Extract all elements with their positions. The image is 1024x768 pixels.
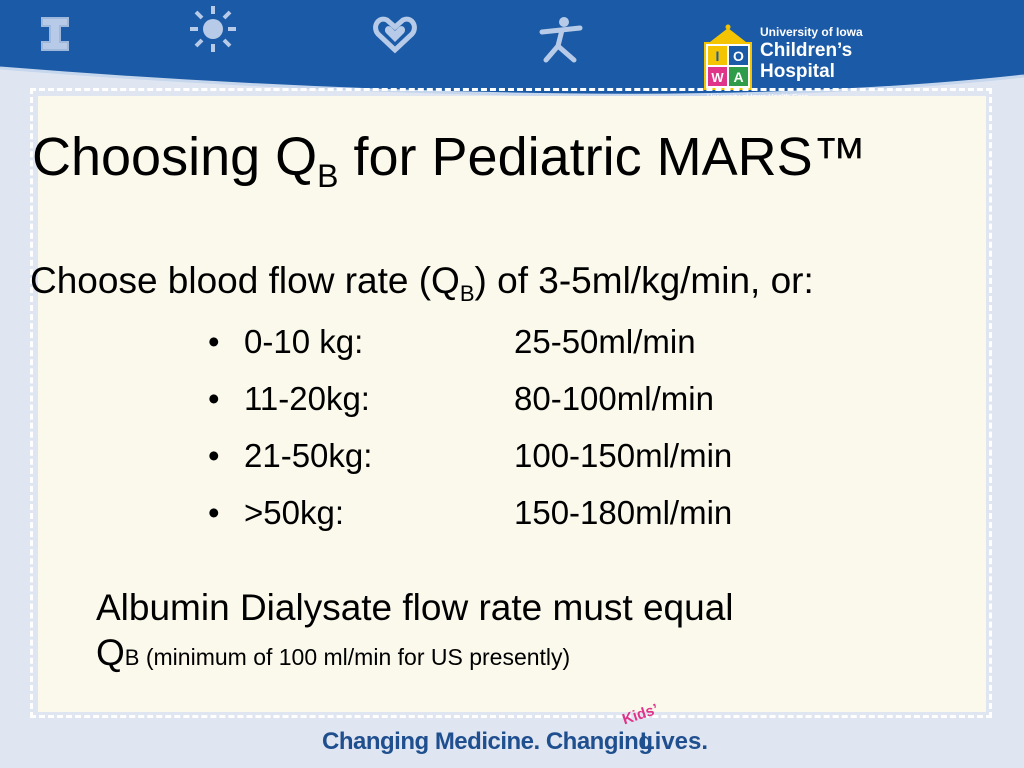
slide-title: Choosing QB for Pediatric MARS™ — [32, 130, 867, 192]
dialysate-note: Albumin Dialysate flow rate must equal Q… — [96, 585, 734, 680]
footer-tagline: Changing Medicine. Changing — [322, 728, 653, 755]
svg-text:O: O — [733, 48, 744, 64]
logo-hospital-name: Children’s Hospital — [760, 40, 852, 82]
hospital-logo: I O W A University of Iowa Children’s Ho… — [700, 10, 872, 105]
weight-range: 11-20kg: — [244, 380, 370, 417]
flow-rate: 100-150ml/min — [514, 437, 733, 474]
note-detail: (minimum of 100 ml/min for US presently) — [139, 644, 571, 670]
i-block-icon — [41, 17, 69, 51]
note-q: Q — [96, 632, 125, 673]
slide-subtitle: Choose blood flow rate (QB) of 3-5ml/kg/… — [30, 262, 814, 305]
svg-text:W: W — [711, 70, 724, 85]
note-line2: QB (minimum of 100 ml/min for US present… — [96, 630, 734, 680]
flow-rate: 80-100ml/min — [514, 380, 714, 417]
footer-lives: Lives. — [640, 728, 709, 755]
weight-range: 21-50kg: — [244, 437, 373, 474]
title-subscript: B — [317, 158, 339, 194]
bullet-marker: • — [208, 323, 220, 360]
bullet-marker: • — [208, 494, 220, 531]
child-star-icon — [539, 17, 583, 63]
note-q-subscript: B — [124, 645, 140, 670]
bullet-marker: • — [208, 437, 220, 474]
flow-rate: 150-180ml/min — [514, 494, 733, 531]
logo-grid-icon: I O W A — [708, 46, 748, 86]
weight-range: >50kg: — [244, 494, 344, 531]
title-end: for Pediatric MARS™ — [338, 127, 867, 187]
svg-text:A: A — [733, 69, 743, 85]
title-main: Choosing Q — [32, 127, 318, 187]
svg-text:I: I — [716, 48, 720, 64]
logo-name-line1: Children’s — [760, 40, 853, 61]
subtitle-main: Choose blood flow rate (Q — [30, 260, 460, 301]
flow-rate: 25-50ml/min — [514, 323, 696, 360]
logo-university: University of Iowa — [760, 25, 863, 39]
note-line1: Albumin Dialysate flow rate must equal — [96, 587, 734, 628]
heart-hands-icon — [373, 16, 417, 54]
content-card — [38, 96, 986, 712]
weight-range: 0-10 kg: — [244, 323, 364, 360]
logo-name-line2: Hospital — [760, 61, 835, 82]
logo-roof-icon — [710, 24, 746, 42]
bullet-marker: • — [208, 380, 220, 417]
subtitle-subscript: B — [459, 281, 475, 306]
logo-iowa-box: I O W A — [704, 42, 752, 90]
subtitle-end: ) of 3-5ml/kg/min, or: — [474, 260, 814, 301]
sun-icon — [190, 6, 236, 52]
